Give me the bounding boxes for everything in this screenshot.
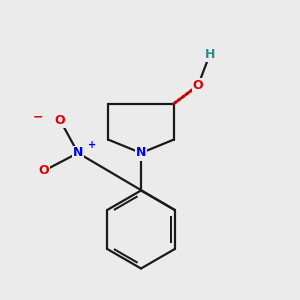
- Text: O: O: [38, 164, 49, 178]
- Text: −: −: [33, 110, 44, 124]
- Text: N: N: [73, 146, 83, 160]
- Text: N: N: [136, 146, 146, 160]
- Text: O: O: [193, 79, 203, 92]
- Text: O: O: [55, 113, 65, 127]
- Text: +: +: [88, 140, 97, 150]
- Text: H: H: [205, 47, 215, 61]
